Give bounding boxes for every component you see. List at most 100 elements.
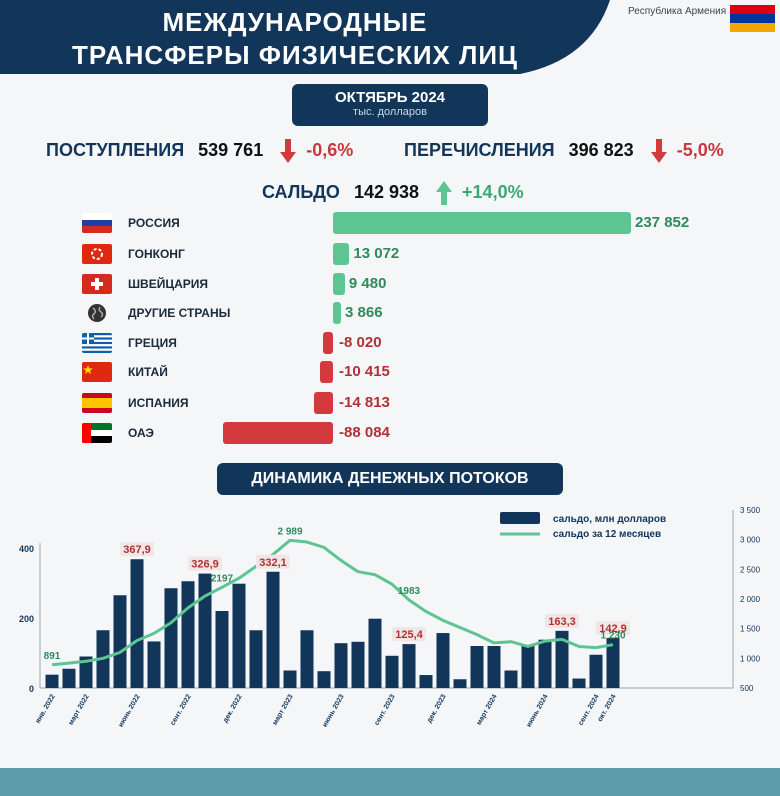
right-tick-label: 500 (740, 684, 754, 693)
saldo-bar (555, 630, 569, 688)
country-name: КИТАЙ (128, 365, 168, 379)
country-row: КИТАЙ (82, 361, 168, 383)
kpi-inflow-value: 539 761 (198, 139, 264, 160)
country-value: 13 072 (353, 245, 400, 262)
title-line-1: МЕЖДУНАРОДНЫЕ (162, 7, 428, 37)
title-line-2: ТРАНСФЕРЫ ФИЗИЧЕСКИХ ЛИЦ (71, 40, 519, 70)
saldo-bar (538, 639, 552, 688)
country-name: ОАЭ (128, 426, 154, 440)
x-tick-label: дек. 2022 (222, 693, 244, 724)
line-value-label: 2197 (211, 573, 234, 584)
kpi-outflow: ПЕРЕЧИСЛЕНИЯ 396 823 -5,0% (404, 139, 724, 163)
x-tick-label: сент. 2023 (374, 693, 397, 726)
country-name: РОССИЯ (128, 216, 180, 230)
saldo-bar (300, 630, 314, 688)
country-row: РОССИЯ (82, 212, 180, 234)
x-tick-label: сент. 2024 (578, 693, 601, 726)
saldo-bar (572, 678, 586, 688)
kpi-inflow: ПОСТУПЛЕНИЯ 539 761 -0,6% (46, 139, 353, 163)
saldo-bar (130, 559, 144, 688)
saldo-bar (521, 645, 535, 688)
kpi-outflow-value: 396 823 (568, 139, 634, 160)
kpi-outflow-change: -5,0% (676, 139, 724, 160)
country-value: -14 813 (339, 394, 390, 411)
x-tick-label: июнь 2023 (321, 693, 345, 728)
saldo-bar (453, 679, 467, 688)
page-title: МЕЖДУНАРОДНЫЕ ТРАНСФЕРЫ ФИЗИЧЕСКИХ ЛИЦ (30, 6, 560, 72)
dynamics-chart: сальдо, млн долларов сальдо за 12 месяце… (19, 506, 761, 728)
saldo-bar (62, 668, 76, 688)
kpi-balance-change: +14,0% (462, 181, 524, 202)
right-tick-label: 2 500 (740, 565, 761, 574)
country-bar (333, 302, 341, 324)
country-row: ГРЕЦИЯ (82, 332, 177, 354)
saldo-bar (232, 583, 246, 688)
arrow-down-icon (280, 139, 297, 163)
country-row: ШВЕЙЦАРИЯ (82, 273, 208, 295)
country-value: 9 480 (348, 275, 387, 292)
bar-value-label: 163,3 (548, 616, 576, 628)
saldo-bar (351, 641, 365, 688)
x-tick-label: янв. 2022 (35, 693, 57, 724)
right-tick-label: 3 000 (740, 536, 761, 545)
country-name: ИСПАНИЯ (128, 396, 189, 410)
country-bar (322, 332, 333, 354)
legend-bar-label: сальдо, млн долларов (553, 514, 666, 525)
saldo-bar (283, 670, 297, 688)
russia-flag-icon (82, 213, 112, 233)
country-row: ОАЭ (82, 422, 154, 444)
country-bar (333, 243, 350, 265)
kpi-inflow-label: ПОСТУПЛЕНИЯ (46, 139, 185, 160)
country-name: ГОНКОНГ (128, 247, 185, 261)
country-row: ИСПАНИЯ (82, 392, 189, 414)
saldo-bar (606, 637, 620, 688)
country-value: -8 020 (339, 334, 382, 351)
country-bar (314, 392, 333, 414)
saldo-bar (385, 655, 399, 688)
x-tick-label: июнь 2024 (525, 693, 549, 728)
left-tick-label: 200 (19, 614, 34, 624)
bar-label-box (256, 554, 290, 569)
spain-flag-icon (82, 393, 112, 413)
bar-label-box (596, 620, 630, 635)
arrow-up-icon (436, 181, 453, 205)
country-label: Республика Армения (628, 6, 727, 17)
country-name: ДРУГИЕ СТРАНЫ (128, 306, 231, 320)
country-bar (333, 212, 631, 234)
country-name: ГРЕЦИЯ (128, 336, 177, 350)
right-tick-label: 1 500 (740, 625, 761, 634)
saldo-bar (419, 675, 433, 688)
saldo-bar (79, 656, 93, 688)
saldo-bar (215, 611, 229, 688)
kpi-inflow-change: -0,6% (306, 139, 354, 160)
bar-label-box (188, 556, 222, 571)
globe-icon (82, 303, 112, 323)
left-tick-label: 400 (19, 544, 34, 554)
hongkong-flag-icon (82, 244, 112, 264)
saldo-bar (317, 671, 331, 688)
armenia-flag-icon (730, 5, 775, 32)
bar-label-box (545, 613, 579, 628)
header-banner (0, 0, 610, 74)
bar-value-label: 367,9 (123, 544, 151, 556)
bar-label-box (392, 627, 426, 642)
country-bar (319, 361, 333, 383)
x-tick-label: сент. 2022 (170, 693, 193, 726)
china-flag-icon (82, 362, 112, 382)
saldo-bar (181, 581, 195, 688)
country-row: ГОНКОНГ (82, 243, 185, 265)
greece-flag-icon (82, 333, 112, 353)
saldo-bar (266, 571, 280, 688)
line-value-label: 891 (44, 651, 61, 662)
right-tick-label: 3 500 (740, 506, 761, 515)
saldo-bar (164, 588, 178, 688)
country-value: 237 852 (635, 214, 690, 231)
saldo-bar (402, 644, 416, 688)
kpi-balance-label: САЛЬДО (262, 181, 340, 202)
line-value-label: 2 989 (277, 526, 302, 537)
saldo-bar (334, 643, 348, 688)
period-unit: тыс. долларов (353, 106, 427, 118)
line-value-label: 1 230 (600, 631, 625, 642)
saldo-bar (504, 670, 518, 688)
legend-line-label: сальдо за 12 месяцев (553, 529, 661, 540)
